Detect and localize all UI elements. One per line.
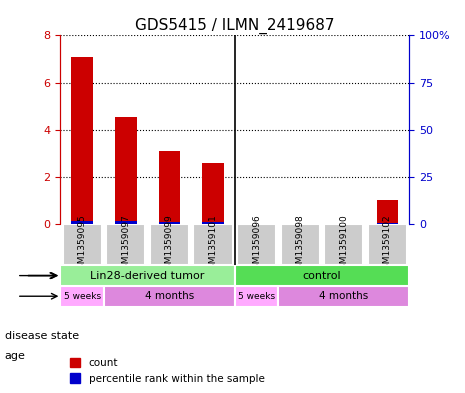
Text: Lin28-derived tumor: Lin28-derived tumor [91,271,205,281]
Bar [115,117,137,224]
Text: GSM1359097: GSM1359097 [121,214,130,275]
Text: GSM1359099: GSM1359099 [165,214,174,275]
Text: GSM1359096: GSM1359096 [252,214,261,275]
Bar [377,200,399,224]
Text: GSM1359102: GSM1359102 [383,214,392,275]
FancyBboxPatch shape [104,286,235,307]
Bar [71,57,93,224]
Text: disease state: disease state [5,331,79,341]
Text: GSM1359100: GSM1359100 [339,214,348,275]
Bar [115,221,137,224]
FancyBboxPatch shape [106,224,146,265]
FancyBboxPatch shape [60,286,104,307]
Bar [202,163,224,224]
FancyBboxPatch shape [324,224,364,265]
Bar [202,222,224,224]
FancyBboxPatch shape [63,224,102,265]
FancyBboxPatch shape [237,224,276,265]
Bar [71,221,93,224]
Bar [377,223,399,224]
FancyBboxPatch shape [150,224,189,265]
Text: 5 weeks: 5 weeks [64,292,101,301]
Legend: count, percentile rank within the sample: count, percentile rank within the sample [66,354,269,388]
Text: control: control [303,271,341,281]
FancyBboxPatch shape [368,224,407,265]
Text: 5 weeks: 5 weeks [238,292,275,301]
Bar [159,222,180,224]
FancyBboxPatch shape [280,224,320,265]
FancyBboxPatch shape [235,286,279,307]
Text: GSM1359101: GSM1359101 [208,214,218,275]
Text: GSM1359095: GSM1359095 [78,214,87,275]
FancyBboxPatch shape [235,265,409,286]
FancyBboxPatch shape [193,224,232,265]
Bar [159,151,180,224]
FancyBboxPatch shape [60,265,235,286]
Title: GDS5415 / ILMN_2419687: GDS5415 / ILMN_2419687 [135,18,335,34]
Text: 4 months: 4 months [145,291,194,301]
Text: 4 months: 4 months [319,291,368,301]
Text: GSM1359098: GSM1359098 [296,214,305,275]
FancyBboxPatch shape [279,286,409,307]
Text: age: age [5,351,26,361]
